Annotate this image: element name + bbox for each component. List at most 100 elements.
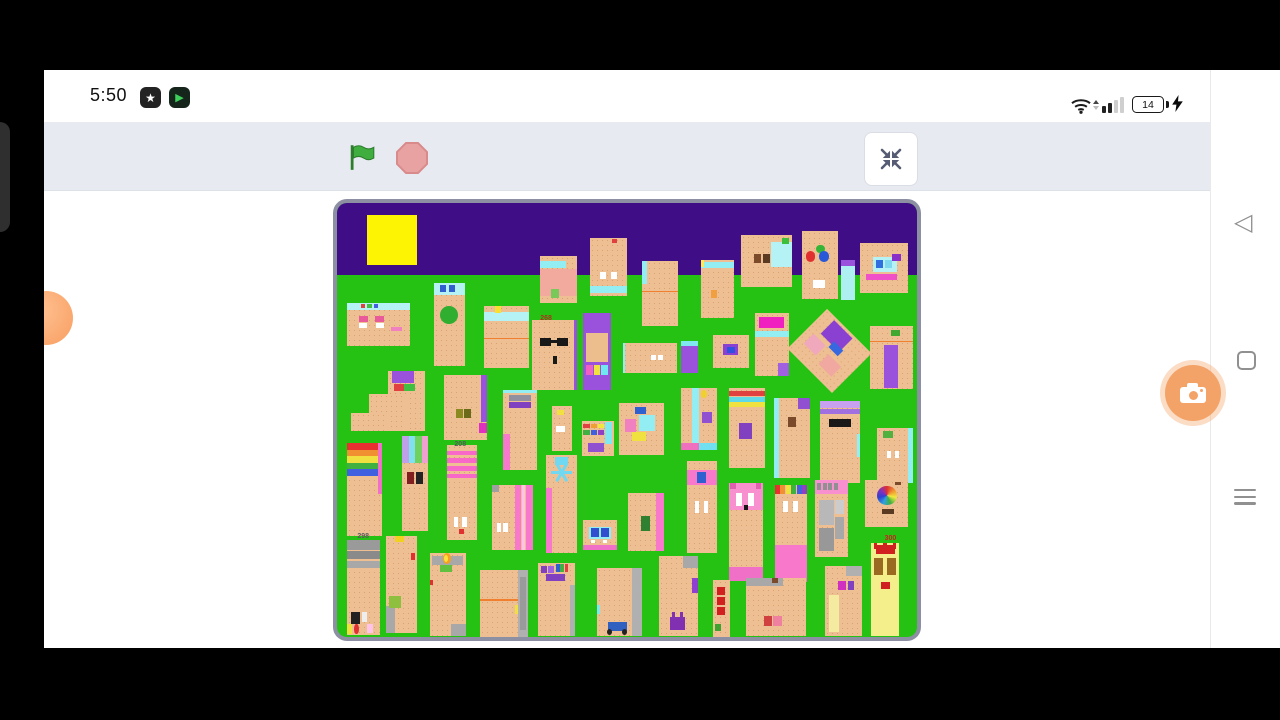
cardboard-block-sprite	[745, 578, 806, 636]
sprite-detail	[624, 418, 637, 433]
sprite-detail	[716, 607, 726, 616]
sprite-detail	[770, 242, 792, 268]
sprite-detail	[605, 422, 613, 445]
sprite-detail	[555, 456, 568, 465]
sprite-detail	[681, 442, 700, 450]
sprite-detail	[884, 260, 892, 268]
wifi-traffic-arrows-icon	[1093, 100, 1099, 110]
cardboard-block-sprite	[446, 445, 477, 540]
sprite-detail	[483, 312, 529, 322]
sprite-detail	[641, 261, 647, 285]
cardboard-block-sprite	[583, 520, 617, 550]
sprite-detail	[590, 423, 597, 429]
sprite-detail	[754, 330, 789, 337]
sprite-detail	[802, 333, 826, 357]
sprite-detail	[502, 390, 537, 394]
sprite-detail	[446, 473, 477, 479]
sprite-detail	[564, 564, 569, 572]
cardboard-block-sprite	[824, 566, 862, 636]
letterbox-bottom	[0, 648, 1280, 720]
sprite-detail	[448, 285, 455, 293]
sprite-detail	[781, 238, 790, 245]
sprite-detail	[710, 290, 718, 299]
square-nav-icon[interactable]	[1237, 351, 1256, 370]
stage[interactable]: 268 208 298 300	[333, 199, 921, 641]
sprite-detail	[672, 612, 676, 619]
sprite-detail	[550, 340, 558, 344]
sprite-detail	[590, 539, 595, 544]
cardboard-block-sprite	[658, 556, 699, 636]
battery-icon: 14	[1132, 96, 1164, 113]
sprite-detail	[730, 483, 736, 489]
sprite-detail	[502, 434, 511, 470]
sprite-detail	[546, 573, 565, 581]
sprite-detail	[716, 586, 726, 595]
stop-octagon-inner	[398, 144, 426, 172]
sprite-detail	[763, 253, 770, 264]
battery-percent-text: 14	[1142, 98, 1154, 111]
cardboard-block-sprite	[712, 580, 730, 637]
sprite-detail	[583, 545, 617, 550]
stop-button[interactable]	[396, 142, 428, 174]
sprite-detail	[347, 551, 380, 559]
sprite-detail	[817, 353, 841, 377]
sprite-detail	[759, 316, 784, 329]
menu-nav-icon[interactable]	[1234, 489, 1256, 505]
sprite-detail	[415, 472, 424, 485]
sprite-detail	[521, 485, 526, 550]
sprite-detail	[367, 303, 372, 309]
block-number-label: 298	[357, 533, 369, 540]
sprite-detail	[514, 604, 519, 615]
sprite-detail	[462, 517, 467, 527]
sprite-detail	[883, 543, 887, 549]
cardboard-block-sprite	[581, 421, 614, 456]
sprite-detail	[881, 509, 894, 514]
fullscreen-exit-button[interactable]	[864, 132, 918, 186]
cardboard-block-sprite	[480, 570, 528, 637]
green-flag-button[interactable]	[347, 142, 377, 172]
sprite-detail	[407, 472, 415, 485]
sprite-detail	[680, 612, 684, 619]
back-icon[interactable]: ◁	[1234, 209, 1253, 236]
sprite-detail	[683, 556, 699, 568]
sprite-detail	[634, 407, 647, 415]
camera-fab-button[interactable]	[1165, 365, 1221, 421]
charging-icon	[1172, 95, 1183, 112]
cardboard-block-sprite	[802, 231, 839, 299]
edge-panel-handle[interactable]	[0, 122, 10, 232]
sprite-detail	[877, 485, 898, 506]
sprite-detail	[819, 500, 834, 525]
sprite-detail	[894, 451, 899, 459]
sprite-detail	[359, 322, 368, 328]
sprite-detail	[540, 338, 552, 346]
sprite-detail	[700, 390, 708, 398]
sprite-detail	[556, 338, 568, 346]
cardboard-block-sprite	[483, 306, 529, 368]
sprite-detail	[840, 260, 856, 267]
cardboard-block-sprite	[876, 428, 913, 483]
sprite-detail	[395, 536, 404, 542]
sprite-detail	[520, 576, 526, 631]
sprite-detail	[408, 436, 416, 463]
sprite-detail	[891, 329, 900, 337]
sprite-detail	[793, 500, 799, 513]
sprite-detail	[819, 527, 834, 551]
cardboard-block-sprite	[532, 320, 578, 390]
sprite-detail	[347, 560, 380, 569]
sprite-detail	[782, 500, 788, 513]
sprite-detail	[704, 501, 708, 513]
cardboard-block-sprite	[619, 403, 665, 455]
sprite-detail	[699, 442, 718, 450]
sprite-detail	[525, 485, 534, 550]
sprite-detail	[596, 604, 600, 614]
sprite-detail	[612, 239, 617, 243]
sprite-detail	[545, 488, 552, 553]
sprite-detail	[391, 327, 402, 332]
cardboard-block-sprite	[402, 436, 429, 531]
sprite-detail	[410, 553, 415, 561]
sprite-detail	[599, 271, 606, 279]
sprite-detail	[347, 456, 383, 463]
camera-icon	[1180, 383, 1206, 403]
cardboard-block-sprite	[641, 261, 678, 326]
sprite-detail	[440, 564, 452, 573]
